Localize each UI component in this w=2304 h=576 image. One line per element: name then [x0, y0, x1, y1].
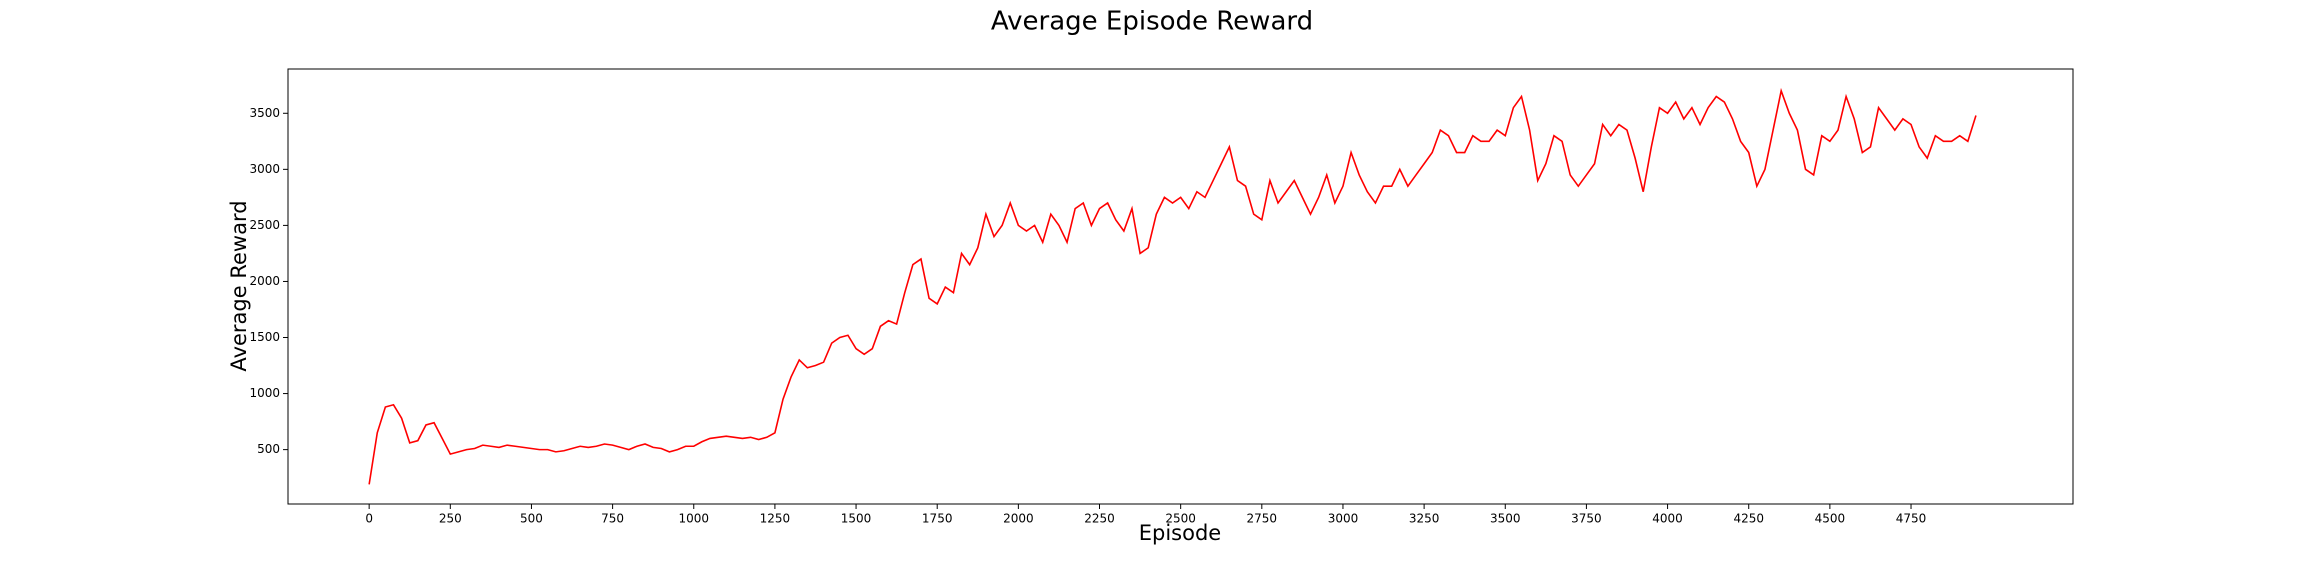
plot-frame — [287, 68, 2074, 505]
x-tick-label: 2250 — [1084, 512, 1115, 526]
x-tick-label: 2750 — [1247, 512, 1278, 526]
data-line — [368, 87, 1977, 485]
y-tick-label: 3000 — [249, 162, 280, 176]
x-tick-label: 3750 — [1571, 512, 1602, 526]
y-tick-label: 3500 — [249, 106, 280, 120]
x-tick-label: 0 — [365, 512, 373, 526]
x-tick-label: 1750 — [922, 512, 953, 526]
x-tick-label: 500 — [520, 512, 543, 526]
x-tick-label: 1250 — [760, 512, 791, 526]
y-tick-label: 1000 — [249, 386, 280, 400]
y-tick-label: 500 — [257, 442, 280, 456]
x-tick-label: 750 — [601, 512, 624, 526]
x-tick-label: 4000 — [1652, 512, 1683, 526]
x-tick-label: 4250 — [1733, 512, 1764, 526]
y-tick-label: 2500 — [249, 218, 280, 232]
x-tick-label: 1000 — [678, 512, 709, 526]
x-tick-label: 4750 — [1896, 512, 1927, 526]
x-tick-label: 4500 — [1815, 512, 1846, 526]
chart-title: Average Episode Reward — [991, 7, 1313, 37]
x-axis-label: Episode — [1139, 521, 1221, 545]
x-tick-label: 250 — [439, 512, 462, 526]
x-tick-label: 2500 — [1165, 512, 1196, 526]
y-axis-label: Average Reward — [227, 200, 251, 371]
x-tick-label: 3000 — [1328, 512, 1359, 526]
y-tick-label: 1500 — [249, 330, 280, 344]
x-tick-label: 3250 — [1409, 512, 1440, 526]
x-tick-label: 3500 — [1490, 512, 1521, 526]
x-tick-label: 1500 — [841, 512, 872, 526]
x-tick-label: 2000 — [1003, 512, 1034, 526]
y-tick-label: 2000 — [249, 274, 280, 288]
